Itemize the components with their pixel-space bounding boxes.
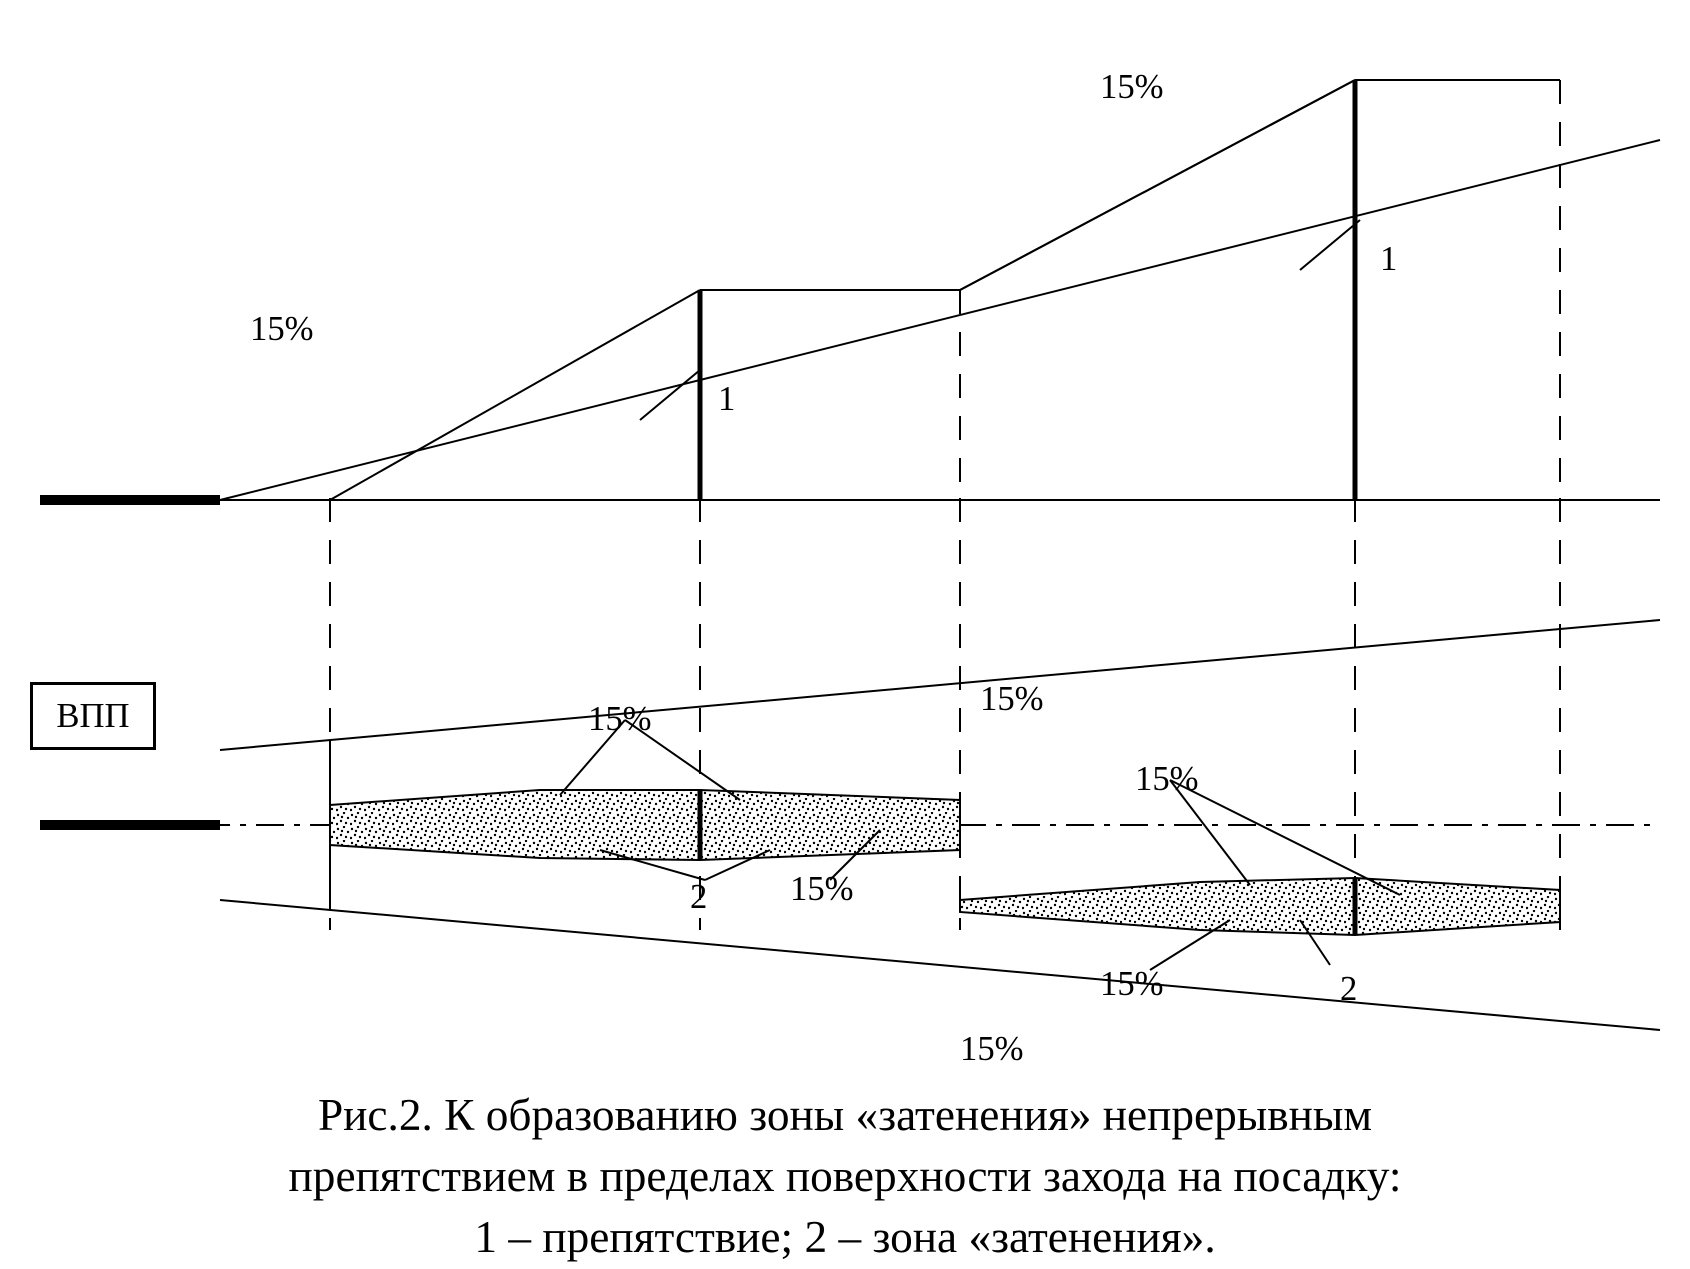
runway-label-text: ВПП [56, 697, 129, 735]
percent-label-1: 15% [250, 310, 314, 349]
percent-label-2: 15% [588, 700, 652, 739]
caption-line-0: Рис.2. К образованию зоны «затенения» не… [0, 1085, 1690, 1146]
percent-label-5: 15% [1135, 760, 1199, 799]
percent-label-4: 15% [790, 870, 854, 909]
callout-label-1: 1 [1380, 240, 1397, 279]
percent-label-7: 15% [960, 1030, 1024, 1069]
caption-line-2: 1 – препятствие; 2 – зона «затенения». [0, 1207, 1690, 1268]
percent-label-6: 15% [1100, 965, 1164, 1004]
caption-line-1: препятствием в пределах поверхности захо… [0, 1146, 1690, 1207]
figure-caption: Рис.2. К образованию зоны «затенения» не… [0, 1085, 1690, 1269]
callout-label-2: 2 [690, 878, 707, 917]
diagram-svg [0, 0, 1690, 1259]
percent-label-3: 15% [980, 680, 1044, 719]
runway-label-box: ВПП [30, 682, 156, 750]
callout-label-0: 1 [718, 380, 735, 419]
percent-label-0: 15% [1100, 68, 1164, 107]
diagram-page: ВПП 15% 15% 15% 15% 15% 15% 15% 15% 1 1 2 2 Рис.2. … [0, 0, 1690, 1259]
callout-label-3: 2 [1340, 970, 1357, 1009]
